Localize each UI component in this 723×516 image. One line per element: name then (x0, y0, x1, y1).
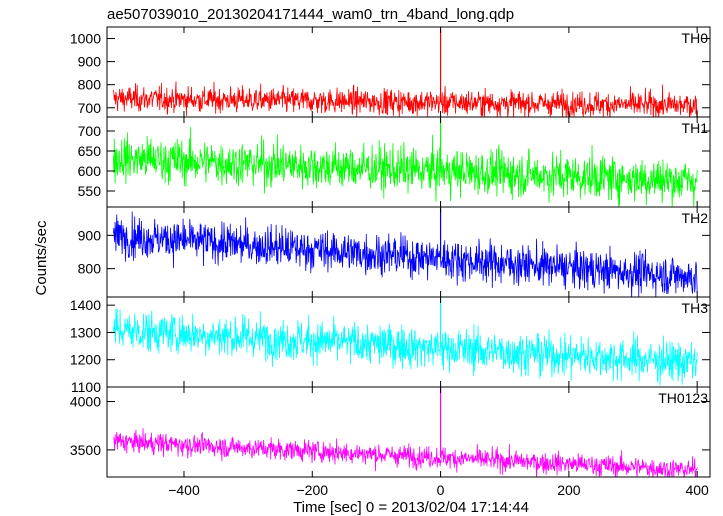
x-tick-label: 0 (437, 482, 445, 498)
x-tick-label: 200 (557, 482, 581, 498)
series-line-th3 (113, 308, 698, 386)
y-tick-label: 1300 (70, 324, 101, 340)
series-line-th0123 (113, 428, 698, 477)
panels-group: 700 800 900 1000 TH0 550 600 650 700 TH1 800 900 TH2… (70, 26, 711, 498)
y-tick-label: 1000 (70, 31, 101, 47)
y-tick-label: 800 (78, 261, 102, 277)
panel-th3: 1100 1200 1300 1400 TH3 (70, 296, 711, 395)
panel-label-th1: TH1 (682, 120, 709, 136)
panel-th0123: 3500 4000 TH0123 (70, 386, 711, 478)
y-tick-label: 1200 (70, 352, 101, 368)
panel-frame (106, 206, 711, 298)
x-tick-label: −400 (168, 482, 200, 498)
panel-th2: 800 900 TH2 (78, 206, 711, 298)
y-tick-label: 600 (78, 163, 102, 179)
panel-label-th2: TH2 (682, 210, 709, 226)
panel-frame (106, 386, 711, 478)
panel-th1: 550 600 650 700 TH1 (78, 116, 711, 208)
y-tick-label: 800 (78, 77, 102, 93)
series-line-th1 (113, 127, 698, 207)
panel-label-th0123: TH0123 (658, 390, 708, 406)
y-tick-label: 1100 (71, 379, 101, 395)
series-line-th0 (113, 81, 698, 117)
y-tick-label: 650 (78, 143, 102, 159)
panel-label-th3: TH3 (682, 300, 709, 316)
y-tick-label: 900 (78, 227, 102, 243)
y-tick-label: 700 (78, 100, 102, 116)
panel-th0: 700 800 900 1000 TH0 (70, 26, 711, 118)
x-tick-label: −200 (297, 482, 329, 498)
x-tick-label: 400 (685, 482, 709, 498)
panel-label-th0: TH0 (682, 30, 709, 46)
x-axis-label: Time [sec] 0 = 2013/02/04 17:14:44 (293, 499, 529, 516)
y-tick-label: 700 (78, 123, 102, 139)
y-tick-label: 3500 (70, 442, 101, 458)
y-tick-label: 4000 (70, 394, 101, 410)
series-line-th2 (113, 211, 698, 297)
y-axis-label: Counts/sec (33, 220, 50, 296)
y-tick-label: 550 (78, 183, 102, 199)
figure-title: ae507039010_20130204171444_wam0_trn_4ban… (107, 6, 514, 23)
y-tick-label: 1400 (70, 297, 101, 313)
y-tick-label: 900 (78, 54, 102, 70)
